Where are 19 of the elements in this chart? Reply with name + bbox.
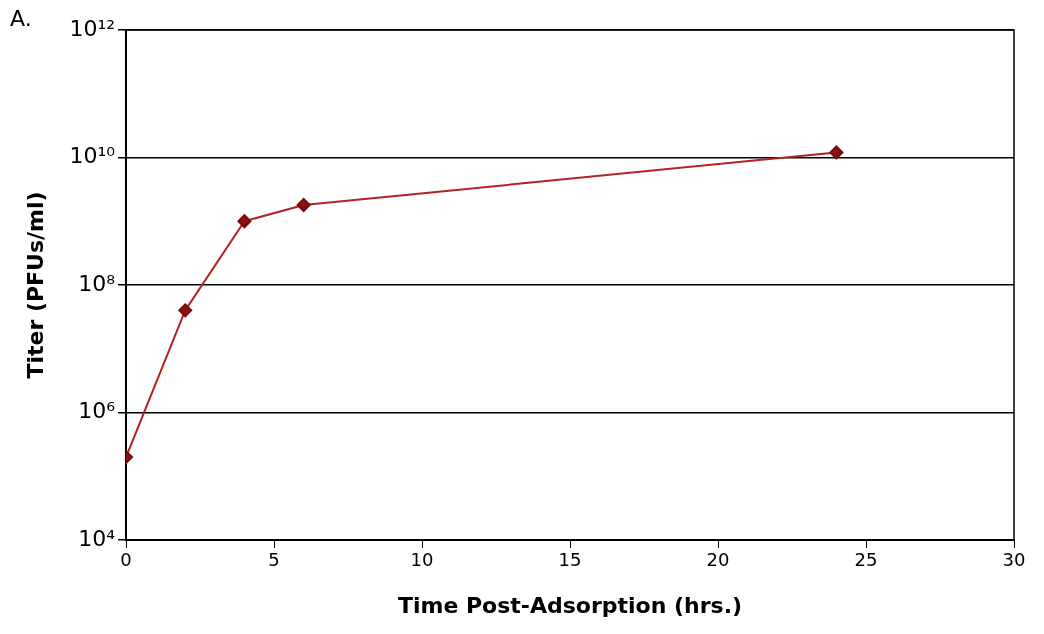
y-tick-label: 10⁶: [78, 398, 116, 424]
point: [237, 214, 252, 229]
y-tick-label: 10¹²: [69, 15, 116, 41]
point: [829, 145, 844, 160]
y-tick-label: 10⁴: [78, 525, 116, 551]
y-tick-label: 10⁸: [78, 270, 116, 296]
point: [178, 303, 193, 318]
x-tick-label: 20: [706, 549, 730, 571]
x-tick-label: 5: [268, 549, 280, 571]
y-tick-label: 10¹⁰: [69, 143, 116, 169]
x-tick-label: 30: [1002, 549, 1026, 571]
x-tick-label: 0: [120, 549, 132, 571]
y-axis-title: Titer (PFUs/ml): [22, 191, 48, 379]
x-tick-label: 15: [558, 549, 582, 571]
point: [296, 197, 311, 212]
text: A.: [10, 6, 32, 31]
x-tick-label: 25: [854, 549, 878, 571]
x-axis-title: Time Post-Adsorption (hrs.): [397, 592, 743, 618]
x-tick-label: 10: [410, 549, 434, 571]
